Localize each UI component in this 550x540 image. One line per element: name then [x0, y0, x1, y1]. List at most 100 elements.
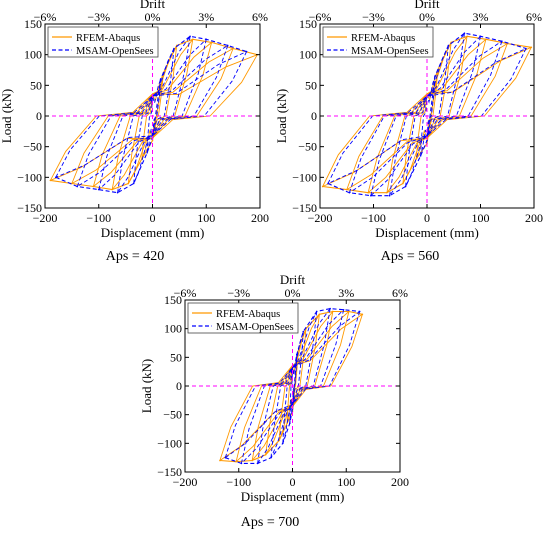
x-tick-label: 100: [472, 211, 490, 225]
x-tick-label: −200: [33, 211, 58, 225]
hysteresis-loop: [389, 33, 465, 196]
data-point: [345, 188, 348, 191]
hysteresis-loop: [370, 35, 481, 196]
y-tick-label: 100: [299, 48, 317, 62]
data-point: [219, 459, 221, 462]
data-point: [210, 41, 213, 44]
top-tick-label: −6%: [174, 286, 197, 300]
data-point: [245, 50, 248, 53]
x-tick-label: −200: [173, 475, 198, 489]
x-tick-label: 0: [290, 475, 296, 489]
hysteresis-loop: [367, 38, 487, 193]
hysteresis-loop: [50, 54, 258, 181]
data-point: [251, 459, 253, 462]
data-point: [501, 40, 503, 42]
data-point: [332, 310, 334, 313]
data-point: [235, 460, 237, 463]
data-point: [289, 422, 291, 425]
legend-label: RFEM-Abaqus: [216, 309, 280, 320]
top-tick-label: 0%: [419, 10, 435, 24]
legend-label: MSAM-OpenSees: [351, 46, 429, 57]
data-point: [419, 155, 422, 157]
hysteresis-loop: [219, 314, 363, 461]
data-point: [189, 35, 191, 38]
data-point: [192, 38, 194, 41]
y-tick-label: −50: [298, 140, 317, 154]
hysteresis-loop: [270, 311, 318, 458]
legend-box: [322, 26, 434, 58]
x-axis-title: Displacement (mm): [375, 225, 479, 240]
data-point: [361, 313, 364, 316]
x-axis-title: Displacement (mm): [241, 489, 345, 504]
x-tick-label: 200: [391, 475, 409, 489]
hysteresis-loop: [257, 308, 331, 464]
y-tick-label: 100: [24, 48, 42, 62]
top-tick-label: 3%: [473, 10, 489, 24]
y-tick-label: 50: [30, 78, 42, 92]
top-tick-label: 3%: [338, 286, 354, 300]
data-point: [151, 139, 154, 142]
y-tick-label: −50: [23, 140, 42, 154]
data-point: [97, 188, 100, 191]
data-point: [525, 47, 527, 50]
data-point: [111, 188, 113, 191]
hysteresis-loop: [282, 331, 304, 444]
data-point: [76, 185, 79, 188]
y-tick-label: −100: [157, 436, 182, 450]
x-tick-label: 200: [525, 211, 543, 225]
hysteresis-loop: [265, 314, 320, 455]
data-point: [173, 47, 175, 50]
hysteresis-loop: [389, 32, 465, 196]
legend-label: MSAM-OpenSees: [216, 322, 294, 333]
data-point: [358, 310, 361, 313]
series-msam-opensees: [54, 35, 248, 194]
data-point: [404, 185, 407, 188]
hysteresis-loop: [405, 45, 449, 187]
data-point: [315, 310, 318, 313]
y-tick-label: 50: [170, 350, 182, 364]
hysteresis-loop: [251, 311, 334, 461]
hysteresis-loop: [322, 46, 532, 187]
hysteresis-loop: [402, 42, 452, 184]
y-tick-label: −150: [157, 465, 182, 479]
y-tick-label: −150: [292, 201, 317, 215]
legend: RFEM-Abaqus MSAM-OpenSees: [322, 26, 434, 58]
chart-panel-2: −200 −100 0 100 200 −6% −3% 0% 3% 6% −150 −100 −50 0 5…: [274, 0, 543, 264]
y-tick-label: 150: [24, 17, 42, 31]
data-point: [530, 46, 533, 49]
data-point: [132, 182, 135, 185]
y-tick-label: −100: [292, 170, 317, 184]
data-point: [270, 456, 272, 459]
hysteresis-loop: [219, 313, 363, 461]
hysteresis-loop: [98, 39, 207, 190]
legend-box: [47, 26, 159, 58]
data-point: [240, 462, 243, 465]
top-tick-label: −3%: [87, 10, 110, 24]
data-point: [224, 456, 227, 459]
hysteresis-loop: [251, 311, 334, 461]
hysteresis-loop: [50, 54, 258, 181]
hysteresis-loop: [405, 45, 449, 187]
data-point: [348, 310, 350, 313]
data-point: [296, 353, 298, 356]
x-tick-label: 0: [424, 211, 430, 225]
hysteresis-loop: [224, 311, 360, 458]
top-tick-label: 6%: [392, 286, 408, 300]
hysteresis-loop: [117, 36, 191, 193]
data-point: [49, 179, 52, 182]
hysteresis-loop: [55, 51, 248, 178]
series-rfem-abaqus: [219, 310, 364, 463]
data-point: [348, 191, 351, 194]
hysteresis-loop: [117, 36, 191, 193]
panel-caption: Aps = 420: [106, 249, 164, 264]
hysteresis-loop: [349, 41, 503, 194]
data-point: [318, 313, 321, 316]
data-point: [256, 462, 259, 465]
data-point: [415, 158, 418, 160]
hysteresis-loop: [225, 311, 361, 459]
y-tick-label: −50: [163, 408, 182, 422]
data-point: [282, 442, 284, 445]
data-point: [402, 182, 404, 185]
panel-caption: Aps = 560: [381, 249, 439, 264]
